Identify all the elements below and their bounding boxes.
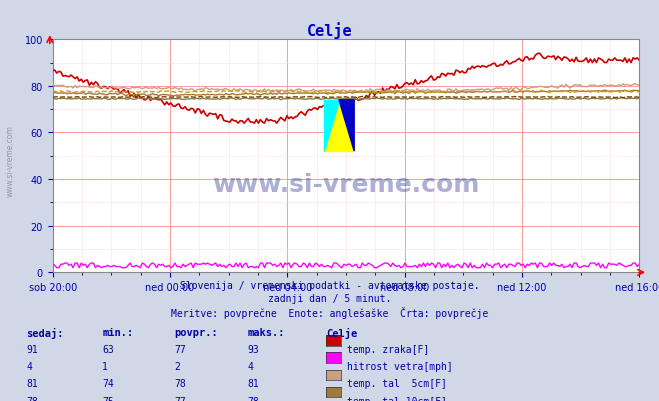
Text: 78: 78 xyxy=(26,396,38,401)
Text: temp. tal 10cm[F]: temp. tal 10cm[F] xyxy=(347,396,447,401)
Text: 91: 91 xyxy=(26,344,38,354)
Text: 4: 4 xyxy=(26,361,32,371)
Text: 2: 2 xyxy=(175,361,181,371)
Text: temp. tal  5cm[F]: temp. tal 5cm[F] xyxy=(347,379,447,389)
Polygon shape xyxy=(339,101,354,152)
Text: www.si-vreme.com: www.si-vreme.com xyxy=(212,172,480,196)
Text: Celje: Celje xyxy=(326,327,357,338)
Text: 81: 81 xyxy=(26,379,38,389)
Text: Meritve: povprečne  Enote: anglešaške  Črta: povprečje: Meritve: povprečne Enote: anglešaške Črt… xyxy=(171,306,488,318)
Polygon shape xyxy=(324,101,339,152)
Text: maks.:: maks.: xyxy=(247,327,285,337)
Text: povpr.:: povpr.: xyxy=(175,327,218,337)
Text: 81: 81 xyxy=(247,379,259,389)
Text: 77: 77 xyxy=(175,396,186,401)
Text: 93: 93 xyxy=(247,344,259,354)
Text: 77: 77 xyxy=(175,344,186,354)
Text: 78: 78 xyxy=(247,396,259,401)
Text: 74: 74 xyxy=(102,379,114,389)
Text: hitrost vetra[mph]: hitrost vetra[mph] xyxy=(347,361,453,371)
Text: min.:: min.: xyxy=(102,327,133,337)
Text: 78: 78 xyxy=(175,379,186,389)
Text: www.si-vreme.com: www.si-vreme.com xyxy=(5,125,14,196)
Text: 75: 75 xyxy=(102,396,114,401)
Text: 1: 1 xyxy=(102,361,108,371)
Text: 63: 63 xyxy=(102,344,114,354)
Bar xyxy=(324,101,354,152)
Text: Celje: Celje xyxy=(306,22,353,39)
Text: sedaj:: sedaj: xyxy=(26,327,64,338)
Text: temp. zraka[F]: temp. zraka[F] xyxy=(347,344,430,354)
Text: 4: 4 xyxy=(247,361,253,371)
Text: Slovenija / vremenski podatki - avtomatske postaje.: Slovenija / vremenski podatki - avtomats… xyxy=(180,281,479,291)
Text: zadnji dan / 5 minut.: zadnji dan / 5 minut. xyxy=(268,294,391,304)
